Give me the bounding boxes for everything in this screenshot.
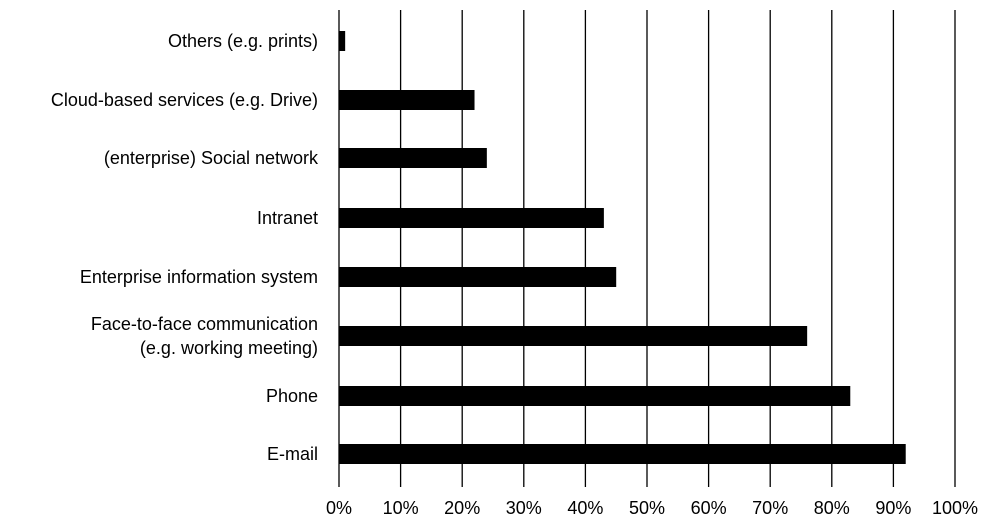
category-label-line: E-mail (267, 444, 318, 464)
category-label-line: Intranet (257, 208, 318, 228)
x-tick-label: 80% (814, 498, 850, 518)
category-label-line: (e.g. working meeting) (140, 338, 318, 358)
category-label: Intranet (257, 208, 318, 228)
category-label-line: Cloud-based services (e.g. Drive) (51, 90, 318, 110)
x-tick-labels: 0% 10% 20% 30% 40% 50% 60% 70% 80% 90% 100% (326, 498, 978, 518)
category-label: Cloud-based services (e.g. Drive) (51, 90, 318, 110)
bar (339, 326, 808, 346)
category-label: Face-to-face communication (e.g. working … (91, 314, 318, 358)
x-tick-label: 100% (932, 498, 978, 518)
x-tick-label: 10% (383, 498, 419, 518)
x-tick-label: 60% (691, 498, 727, 518)
bar (339, 386, 851, 406)
bars (339, 31, 906, 464)
category-label-line: Enterprise information system (80, 267, 318, 287)
category-label-line: (enterprise) Social network (104, 148, 319, 168)
category-label-line: Face-to-face communication (91, 314, 318, 334)
gridlines (338, 10, 956, 487)
category-label-line: Phone (266, 386, 318, 406)
category-label: E-mail (267, 444, 318, 464)
category-label: Enterprise information system (80, 267, 318, 287)
x-tick-label: 50% (629, 498, 665, 518)
bar (339, 444, 906, 464)
category-labels: Others (e.g. prints) Cloud-based services… (51, 31, 319, 464)
category-label: Phone (266, 386, 318, 406)
bar (339, 267, 617, 287)
x-tick-label: 0% (326, 498, 352, 518)
category-label: (enterprise) Social network (104, 148, 319, 168)
category-label: Others (e.g. prints) (168, 31, 318, 51)
category-label-line: Others (e.g. prints) (168, 31, 318, 51)
x-tick-label: 40% (567, 498, 603, 518)
x-tick-label: 90% (875, 498, 911, 518)
bar (339, 31, 346, 51)
bar (339, 90, 475, 110)
x-tick-label: 30% (506, 498, 542, 518)
bar (339, 148, 487, 168)
x-tick-label: 70% (752, 498, 788, 518)
bar (339, 208, 604, 228)
x-tick-label: 20% (444, 498, 480, 518)
